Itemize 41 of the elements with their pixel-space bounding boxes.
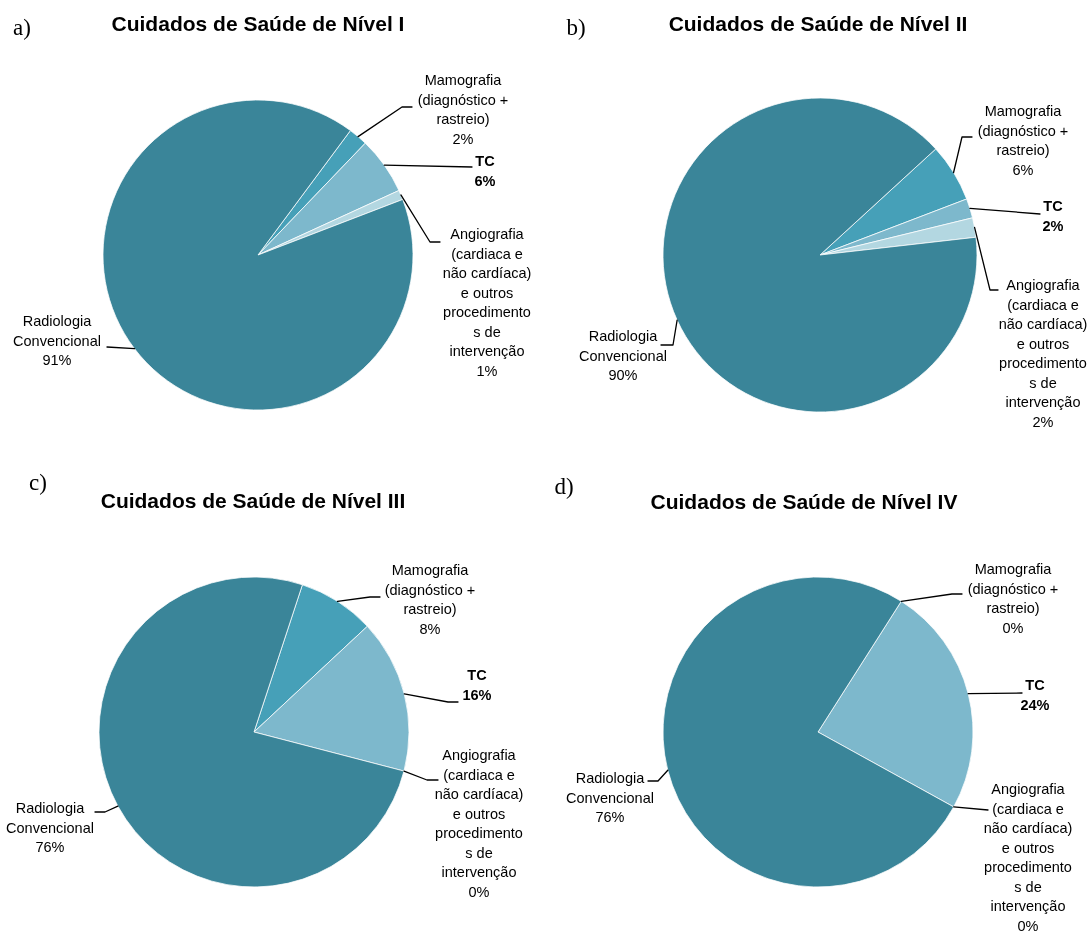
chart-title: Cuidados de Saúde de Nível IV	[650, 490, 958, 513]
text: c)	[29, 470, 47, 495]
text: d)	[554, 474, 574, 499]
text: b)	[566, 15, 586, 40]
slice-label: Mamografia (diagnóstico + rastreio)	[417, 72, 509, 128]
text: a)	[13, 15, 31, 40]
data-label: 2%	[452, 130, 474, 147]
data-label: 24%	[1020, 696, 1050, 713]
data-label: 2%	[1042, 217, 1064, 234]
data-label: 1%	[476, 362, 498, 379]
slice-label: Angiografia (cardiaca e não cardíaca) e outros procedimento s de intervenção	[998, 277, 1088, 411]
slice-label: TC	[1043, 198, 1064, 215]
chart-title: Cuidados de Saúde de Nível II	[668, 12, 968, 35]
slice-label: Radiologia Convencional	[13, 313, 101, 349]
data-label: 6%	[474, 172, 496, 189]
slice-label: Radiologia Convencional	[6, 800, 94, 836]
chart-title: Cuidados de Saúde de Nível III	[100, 489, 406, 512]
slice-label: Mamografia (diagnóstico + rastreio)	[977, 103, 1069, 159]
text: 0%	[468, 883, 490, 900]
data-label: 2%	[1032, 413, 1054, 430]
slice-label: Angiografia (cardiaca e não cardíaca) e outros procedimento s de intervenção	[442, 226, 532, 360]
data-label: 76%	[35, 839, 65, 856]
data-label: 16%	[462, 686, 492, 703]
legend-label: Mamografia (diagnóstico + rastreio)	[967, 561, 1059, 617]
slice-label: Radiologia Convencional	[566, 770, 654, 806]
text: 0%	[1002, 619, 1024, 636]
category-label: Angiografia (cardiaca e não cardíaca) e outros procedimento s de intervenção	[983, 781, 1073, 915]
slice-label: TC	[1025, 677, 1046, 694]
data-label: 91%	[42, 352, 72, 369]
data-label: 76%	[595, 809, 625, 826]
pie-slice	[102, 99, 414, 411]
data-label: 90%	[608, 367, 638, 384]
data-label: 8%	[419, 620, 441, 637]
chart-title: Cuidados de Saúde de Nível I	[111, 12, 405, 35]
data-label: 6%	[1012, 161, 1034, 178]
category-label: Angiografia (cardiaca e não cardíaca) e outros procedimento s de intervenção	[434, 747, 524, 881]
slice-label: Radiologia Convencional	[579, 328, 667, 364]
text: 0%	[1017, 917, 1039, 934]
slice-label: TC	[475, 153, 496, 170]
slice-label: Mamografia (diagnóstico + rastreio)	[384, 562, 476, 618]
slice-label: TC	[467, 667, 488, 684]
